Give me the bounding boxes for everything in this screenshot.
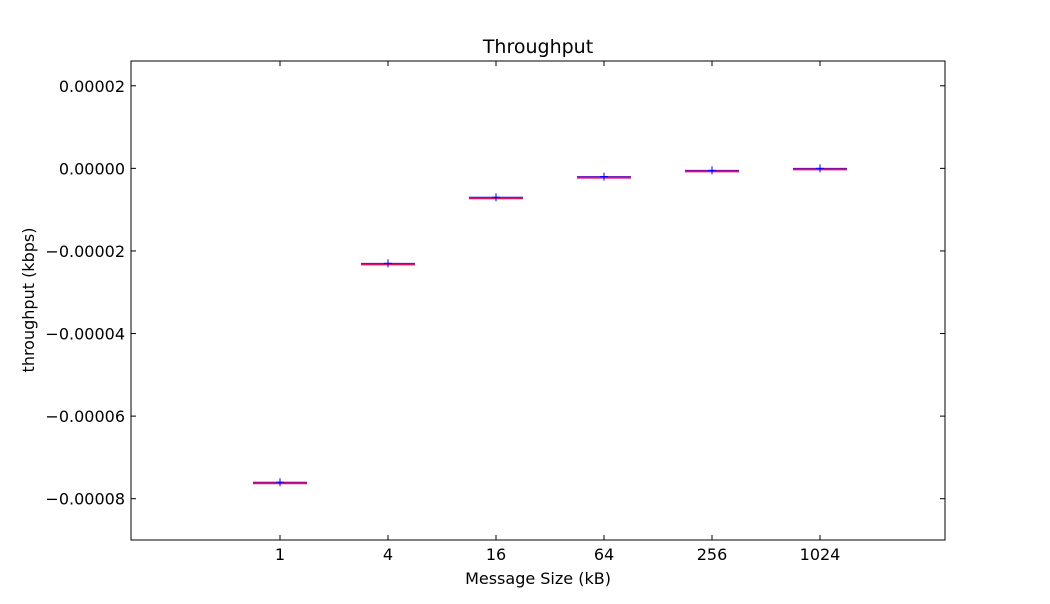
y-tick-label: −0.00002 [45,242,125,261]
x-tick-label: 4 [383,545,393,564]
y-axis-label: throughput (kbps) [19,228,38,373]
y-tick-label: −0.00008 [45,490,125,509]
y-tick-label: −0.00006 [45,407,125,426]
x-axis-ticks: 1 4 16 64 256 1024 [275,61,840,564]
box-marks [253,164,847,486]
x-tick-label: 1024 [800,545,841,564]
chart-title: Throughput [482,36,593,58]
x-tick-label: 16 [486,545,506,564]
plot-frame [131,61,945,540]
y-tick-label: 0.00002 [59,77,125,96]
y-tick-label: −0.00004 [45,325,125,344]
y-axis-ticks: −0.00008 −0.00006 −0.00004 −0.00002 0.00000 0… [45,77,945,509]
x-tick-label: 64 [594,545,614,564]
y-tick-label: 0.00000 [59,159,125,178]
x-tick-label: 256 [697,545,728,564]
x-tick-label: 1 [275,545,285,564]
x-axis-label: Message Size (kB) [465,569,611,588]
